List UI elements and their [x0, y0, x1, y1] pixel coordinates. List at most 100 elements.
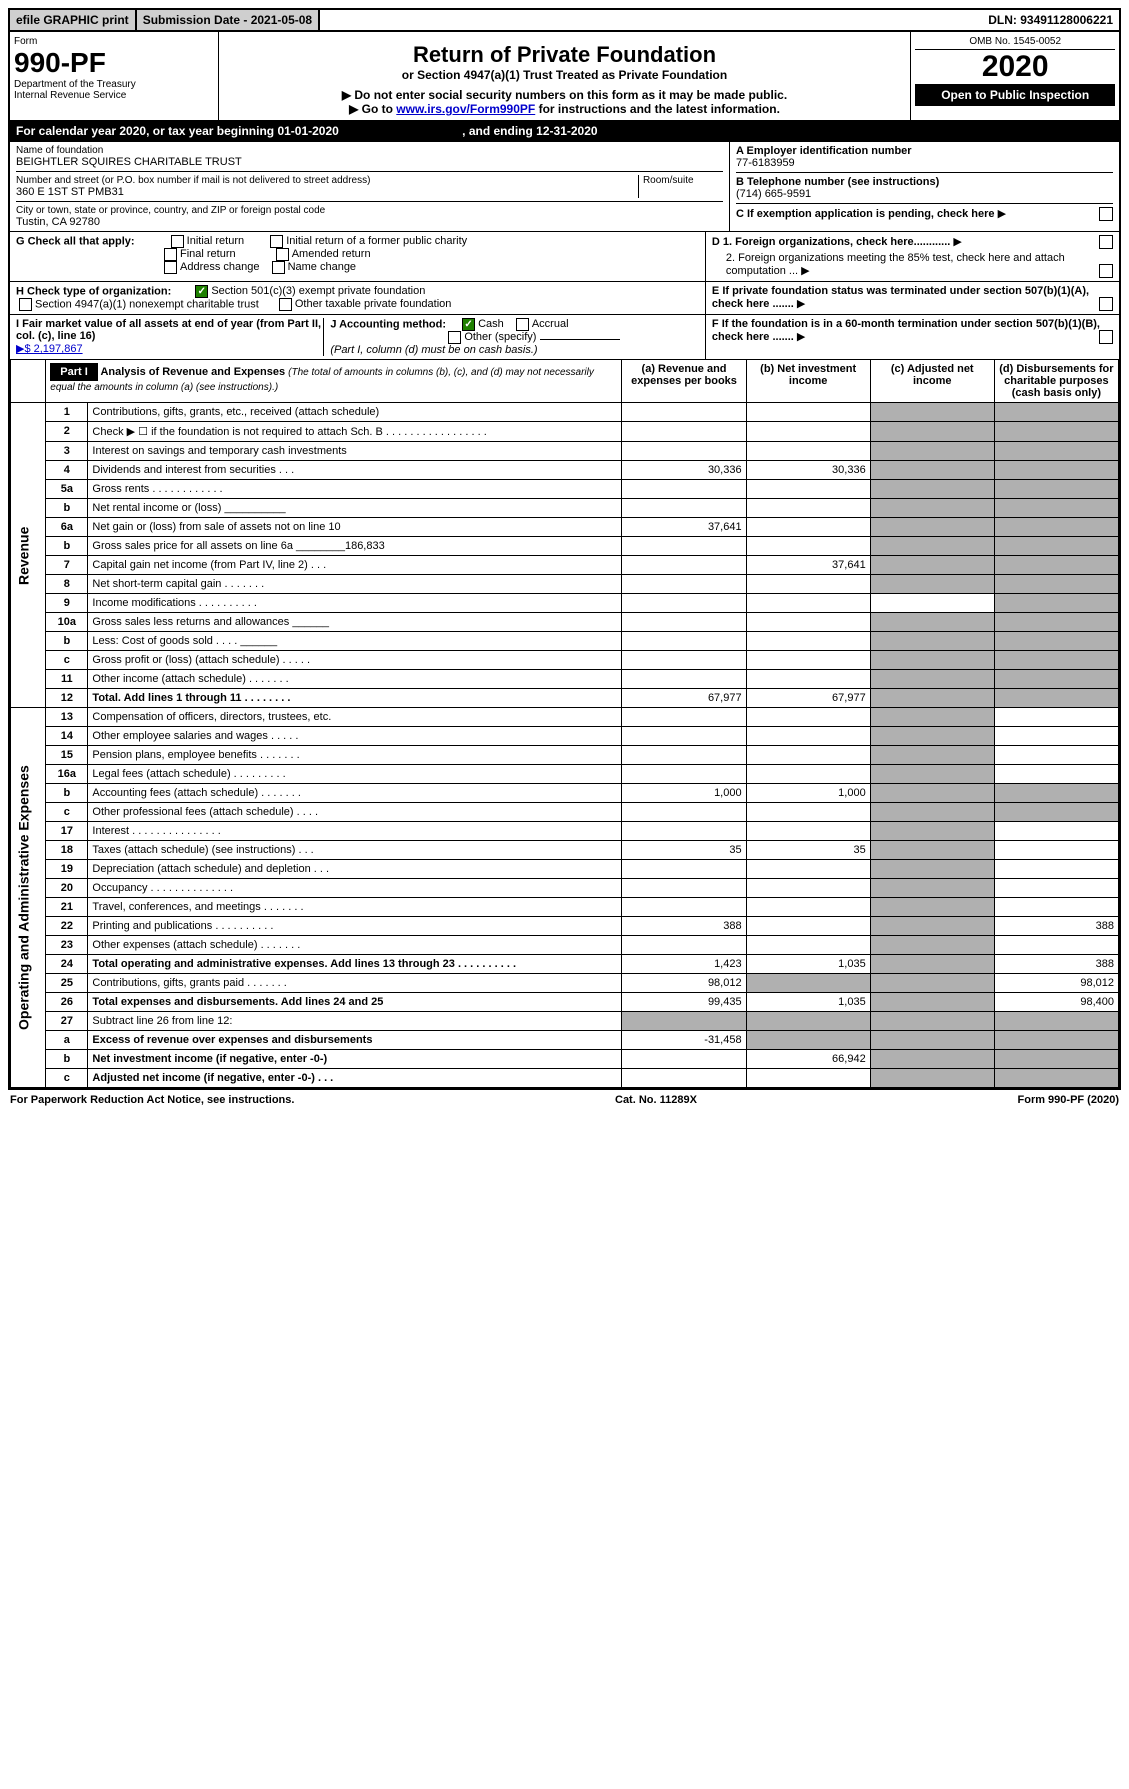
col-b: (b) Net investment income: [746, 360, 870, 403]
cell-b: [746, 575, 870, 594]
efile-print[interactable]: efile GRAPHIC print: [10, 10, 137, 30]
cell-d: [994, 422, 1118, 442]
chk-cash[interactable]: [462, 318, 475, 331]
chk-name-change[interactable]: [272, 261, 285, 274]
line-desc: Net short-term capital gain . . . . . . …: [88, 575, 622, 594]
table-row: bLess: Cost of goods sold . . . . ______: [11, 632, 1119, 651]
cell-a: [622, 860, 746, 879]
cell-d: [994, 403, 1118, 422]
cell-b: [746, 632, 870, 651]
chk-amended[interactable]: [276, 248, 289, 261]
table-row: 25Contributions, gifts, grants paid . . …: [11, 974, 1119, 993]
c-checkbox[interactable]: [1099, 207, 1113, 221]
cell-a: [622, 727, 746, 746]
h-row: H Check type of organization: Section 50…: [10, 281, 1119, 314]
irs-link[interactable]: www.irs.gov/Form990PF: [396, 102, 535, 116]
form-title: Return of Private Foundation: [223, 42, 907, 68]
chk-initial-public[interactable]: [270, 235, 283, 248]
cell-d: [994, 936, 1118, 955]
cell-c: [870, 879, 994, 898]
cell-d: [994, 461, 1118, 480]
d1-checkbox[interactable]: [1099, 235, 1113, 249]
address: 360 E 1ST ST PMB31: [16, 186, 638, 198]
cell-c: [870, 1050, 994, 1069]
cell-a: [622, 613, 746, 632]
cell-d: [994, 879, 1118, 898]
chk-other-acct[interactable]: [448, 331, 461, 344]
chk-addr-change[interactable]: [164, 261, 177, 274]
cell-d: [994, 613, 1118, 632]
cell-b: 30,336: [746, 461, 870, 480]
cell-a: [622, 556, 746, 575]
cell-b: [746, 670, 870, 689]
cell-d: [994, 765, 1118, 784]
line-desc: Less: Cost of goods sold . . . . ______: [88, 632, 622, 651]
d2-label: 2. Foreign organizations meeting the 85%…: [726, 252, 1065, 277]
cell-b: [746, 537, 870, 556]
opt-cash: Cash: [478, 318, 504, 330]
line-number: 22: [46, 917, 88, 936]
cat-number: Cat. No. 11289X: [615, 1094, 697, 1106]
ij-row: I Fair market value of all assets at end…: [10, 314, 1119, 359]
main-form: Form 990-PF Department of the Treasury I…: [8, 32, 1121, 1090]
cell-c: [870, 765, 994, 784]
cell-c: [870, 613, 994, 632]
irs-label: Internal Revenue Service: [14, 90, 214, 101]
cell-c: [870, 841, 994, 860]
form-number: 990-PF: [14, 47, 214, 79]
table-row: cOther professional fees (attach schedul…: [11, 803, 1119, 822]
opt-initial-public: Initial return of a former public charit…: [286, 235, 467, 247]
cell-c: [870, 1012, 994, 1031]
cell-b: [746, 879, 870, 898]
table-row: 11Other income (attach schedule) . . . .…: [11, 670, 1119, 689]
table-row: 12Total. Add lines 1 through 11 . . . . …: [11, 689, 1119, 708]
cell-d: [994, 746, 1118, 765]
cell-d: [994, 518, 1118, 537]
line-desc: Legal fees (attach schedule) . . . . . .…: [88, 765, 622, 784]
line-number: b: [46, 1050, 88, 1069]
cell-a: [622, 1069, 746, 1088]
line-number: 8: [46, 575, 88, 594]
j-note: (Part I, column (d) must be on cash basi…: [330, 344, 537, 356]
cell-b: 67,977: [746, 689, 870, 708]
f-checkbox[interactable]: [1099, 330, 1113, 344]
topbar: efile GRAPHIC print Submission Date - 20…: [8, 8, 1121, 32]
line-number: 2: [46, 422, 88, 442]
cell-c: [870, 860, 994, 879]
chk-4947[interactable]: [19, 298, 32, 311]
opt-4947: Section 4947(a)(1) nonexempt charitable …: [35, 298, 259, 310]
dln: DLN: 93491128006221: [982, 10, 1119, 30]
cell-c: [870, 727, 994, 746]
chk-final[interactable]: [164, 248, 177, 261]
line-desc: Gross rents . . . . . . . . . . . .: [88, 480, 622, 499]
line-number: 27: [46, 1012, 88, 1031]
cell-a: [622, 936, 746, 955]
chk-accrual[interactable]: [516, 318, 529, 331]
chk-501c3[interactable]: [195, 285, 208, 298]
cell-d: [994, 822, 1118, 841]
chk-other-taxable[interactable]: [279, 298, 292, 311]
chk-initial-return[interactable]: [171, 235, 184, 248]
cell-b: [746, 917, 870, 936]
cell-b: [746, 936, 870, 955]
cell-b: 1,035: [746, 993, 870, 1012]
e-checkbox[interactable]: [1099, 297, 1113, 311]
j-label: J Accounting method:: [330, 318, 446, 330]
info-row-1: Name of foundation BEIGHTLER SQUIRES CHA…: [10, 141, 1119, 231]
cell-b: [746, 499, 870, 518]
ein-value: 77-6183959: [736, 157, 1113, 169]
tel-label: B Telephone number (see instructions): [736, 176, 939, 188]
table-row: 9Income modifications . . . . . . . . . …: [11, 594, 1119, 613]
line-desc: Net gain or (loss) from sale of assets n…: [88, 518, 622, 537]
i-amount[interactable]: ▶$ 2,197,867: [16, 343, 83, 355]
cell-c: [870, 651, 994, 670]
cell-a: [622, 403, 746, 422]
table-row: 5aGross rents . . . . . . . . . . . .: [11, 480, 1119, 499]
d2-checkbox[interactable]: [1099, 264, 1113, 278]
line-desc: Other employee salaries and wages . . . …: [88, 727, 622, 746]
line-desc: Total operating and administrative expen…: [88, 955, 622, 974]
cell-d: [994, 632, 1118, 651]
cell-b: [746, 765, 870, 784]
form-label: Form: [14, 36, 214, 47]
line-number: b: [46, 499, 88, 518]
